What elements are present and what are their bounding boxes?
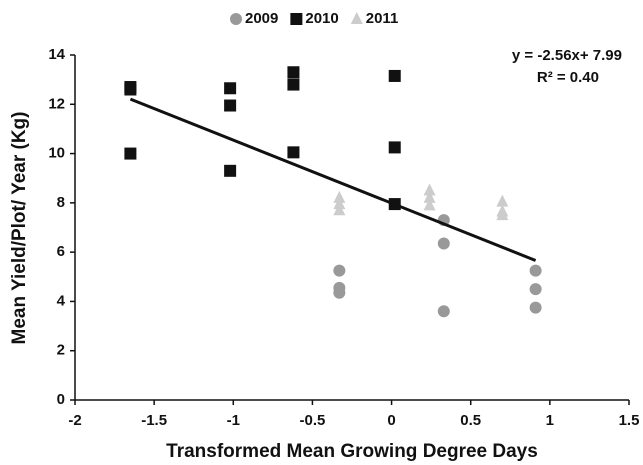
point — [124, 147, 137, 160]
y-axis-title: Mean Yield/Plot/ Year (Kg) — [9, 112, 30, 345]
point — [333, 190, 346, 203]
x-tick-label: 1 — [546, 412, 554, 429]
point — [333, 264, 346, 277]
point — [496, 208, 509, 221]
point — [224, 82, 237, 95]
point — [287, 146, 300, 159]
point — [287, 78, 300, 91]
point — [529, 301, 542, 314]
x-tick-label: -2 — [68, 412, 81, 429]
point — [287, 66, 300, 79]
x-tick-label: -1.5 — [141, 412, 167, 429]
y-tick-label: 2 — [57, 342, 65, 359]
point — [333, 286, 346, 299]
point — [388, 141, 401, 154]
point — [423, 198, 436, 211]
point — [224, 99, 237, 112]
point — [529, 283, 542, 296]
point — [388, 69, 401, 82]
legend-marker — [350, 12, 363, 24]
y-tick-label: 12 — [48, 95, 65, 112]
point — [529, 264, 542, 277]
y-tick-label: 0 — [57, 391, 65, 408]
point — [437, 237, 450, 250]
point — [437, 305, 450, 318]
point — [423, 190, 436, 203]
y-tick-label: 14 — [48, 46, 65, 63]
point — [124, 83, 137, 96]
trendline — [129, 97, 537, 262]
equation: y = -2.56x+ 7.99 — [512, 47, 622, 64]
y-tick-label: 10 — [48, 145, 65, 162]
legend-marker — [230, 13, 242, 25]
point — [333, 203, 346, 216]
x-tick-label: 0.5 — [460, 412, 481, 429]
legend-label: 2010 — [305, 10, 338, 27]
point — [496, 194, 509, 207]
point — [224, 164, 237, 177]
r-squared: R² = 0.40 — [537, 69, 599, 86]
legend-label: 2011 — [366, 10, 399, 27]
x-tick-label: 1.5 — [619, 412, 640, 429]
x-tick-label: -0.5 — [299, 412, 325, 429]
x-tick-label: -1 — [227, 412, 240, 429]
legend-marker — [290, 13, 303, 25]
x-tick-label: 0 — [387, 412, 395, 429]
y-tick-label: 8 — [57, 194, 65, 211]
y-tick-label: 6 — [57, 243, 65, 260]
point — [423, 183, 436, 196]
point — [333, 197, 346, 210]
y-tick-label: 4 — [57, 292, 66, 309]
legend-label: 2009 — [245, 10, 278, 27]
x-axis-title: Transformed Mean Growing Degree Days — [166, 441, 538, 462]
